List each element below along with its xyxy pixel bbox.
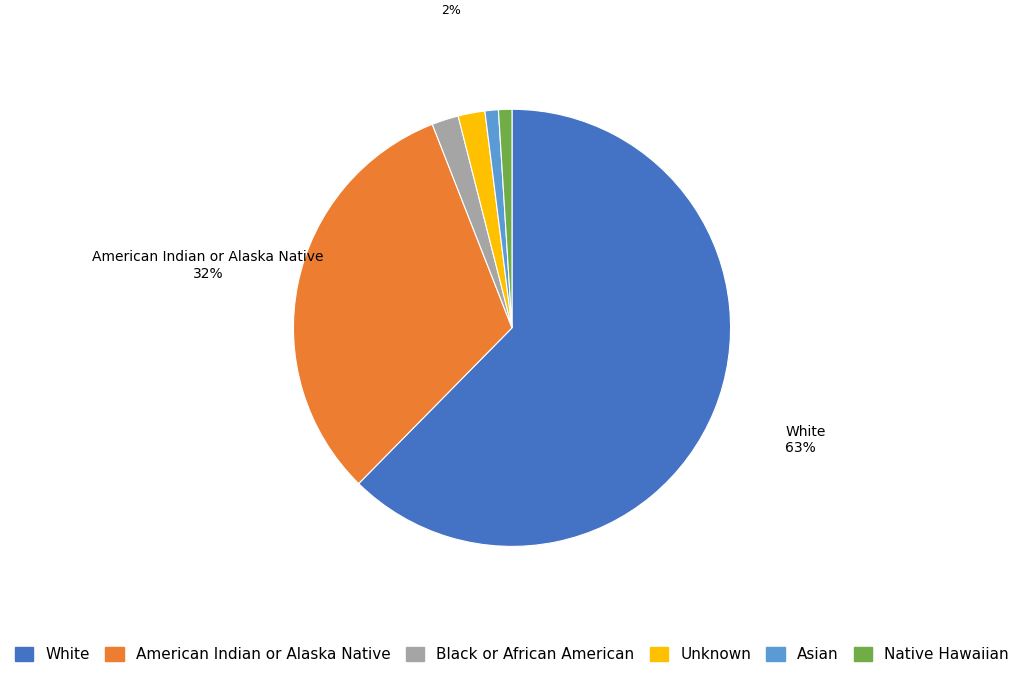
Wedge shape: [432, 116, 512, 328]
Legend: White, American Indian or Alaska Native, Black or African American, Unknown, Asi: White, American Indian or Alaska Native,…: [9, 641, 1015, 669]
Text: Black or African American
2%: Black or African American 2%: [370, 0, 531, 18]
Wedge shape: [499, 109, 512, 328]
Wedge shape: [358, 109, 730, 546]
Wedge shape: [485, 110, 512, 328]
Text: White
63%: White 63%: [785, 425, 825, 455]
Wedge shape: [458, 111, 512, 328]
Text: American Indian or Alaska Native
32%: American Indian or Alaska Native 32%: [92, 251, 324, 281]
Wedge shape: [294, 124, 512, 484]
